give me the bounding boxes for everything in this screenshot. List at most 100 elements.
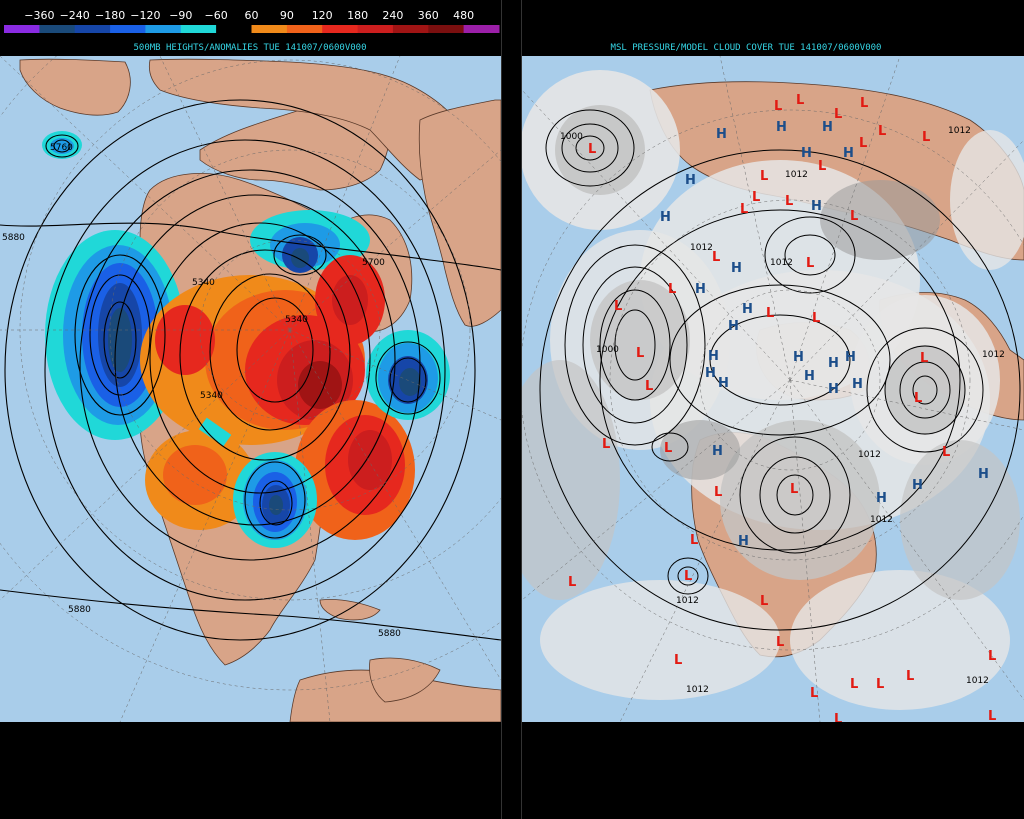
high-marker: H bbox=[811, 199, 822, 214]
high-marker: H bbox=[705, 366, 716, 381]
anomaly-blob-pacific-ridge bbox=[145, 430, 255, 530]
color-scale-tick: −90 bbox=[169, 9, 192, 22]
left-land-europe bbox=[418, 99, 501, 327]
low-marker: L bbox=[859, 136, 867, 151]
right-panel-title: MSL PRESSURE/MODEL CLOUD COVER TUE 14100… bbox=[611, 43, 882, 53]
low-marker: L bbox=[714, 485, 722, 500]
high-marker: H bbox=[731, 261, 742, 276]
low-marker: L bbox=[712, 250, 720, 265]
pressure-label-1000-north: 1000 bbox=[560, 132, 583, 142]
low-marker: L bbox=[690, 533, 698, 548]
color-scale-bins bbox=[4, 25, 500, 33]
low-marker: L bbox=[766, 306, 774, 321]
anomaly-blob-arctic-ridge bbox=[140, 255, 385, 445]
high-marker: H bbox=[708, 349, 719, 364]
color-scale-tick: −120 bbox=[130, 9, 160, 22]
color-scale-tick: −60 bbox=[204, 9, 227, 22]
high-marker: H bbox=[660, 210, 671, 225]
high-marker: H bbox=[843, 146, 854, 161]
color-scale-tick: 90 bbox=[280, 9, 294, 22]
high-pressure-markers: H H H H H H H H H H H H H H H H H H H H … bbox=[660, 120, 989, 549]
low-marker: L bbox=[636, 346, 644, 361]
high-marker: H bbox=[804, 369, 815, 384]
contour-label-5880-south: 5880 bbox=[68, 605, 91, 615]
high-marker: H bbox=[828, 382, 839, 397]
contour-label-5760: 5760 bbox=[50, 143, 73, 153]
color-scale-tick: −240 bbox=[60, 9, 90, 22]
low-marker: L bbox=[674, 653, 682, 668]
right-graticule bbox=[522, 56, 1024, 722]
color-scale-bin bbox=[110, 25, 146, 33]
low-marker: L bbox=[834, 107, 842, 122]
pressure-label-1012-siberia: 1012 bbox=[690, 243, 713, 253]
pressure-label-1012-center: 1012 bbox=[770, 258, 793, 268]
color-scale-bin bbox=[286, 25, 323, 33]
high-marker: H bbox=[738, 534, 749, 549]
high-marker: H bbox=[685, 173, 696, 188]
low-marker: L bbox=[602, 437, 610, 452]
color-scale-bin bbox=[216, 25, 252, 33]
anomaly-color-scale: −360 −240 −180 −120 −90 −60 60 90 120 180 240 360 48… bbox=[4, 9, 500, 33]
low-marker: L bbox=[614, 299, 622, 314]
low-marker: L bbox=[760, 169, 768, 184]
pressure-label-1012-northeast: 1012 bbox=[948, 126, 971, 136]
low-marker: L bbox=[812, 311, 820, 326]
low-marker: L bbox=[876, 677, 884, 692]
left-panel-title: 500MB HEIGHTS/ANOMALIES TUE 141007/0600V… bbox=[134, 43, 367, 53]
color-scale-bin bbox=[39, 25, 76, 33]
low-marker: L bbox=[760, 594, 768, 609]
low-marker: L bbox=[810, 686, 818, 701]
pressure-label-1012-pacific: 1012 bbox=[676, 596, 699, 606]
pressure-label-1012-south: 1012 bbox=[686, 685, 709, 695]
high-marker: H bbox=[828, 356, 839, 371]
low-marker: L bbox=[684, 569, 692, 584]
low-marker: L bbox=[752, 190, 760, 205]
color-scale-tick: 360 bbox=[418, 9, 439, 22]
low-marker: L bbox=[790, 482, 798, 497]
low-marker: L bbox=[914, 391, 922, 406]
low-marker: L bbox=[818, 159, 826, 174]
pressure-label-1012-arctic: 1012 bbox=[785, 170, 808, 180]
anomaly-blob-europe-trough bbox=[366, 330, 450, 420]
color-scale-tick: −180 bbox=[95, 9, 125, 22]
high-marker: H bbox=[852, 377, 863, 392]
left-land-africa-tip bbox=[369, 657, 441, 703]
low-marker: L bbox=[785, 194, 793, 209]
color-scale-tick: 60 bbox=[245, 9, 259, 22]
left-panel-map: 5760 5880 5340 5700 5340 5340 5880 5880 bbox=[0, 56, 501, 722]
high-marker: H bbox=[912, 478, 923, 493]
pressure-label-1012-far-southeast: 1012 bbox=[966, 676, 989, 686]
low-marker: L bbox=[806, 256, 814, 271]
pressure-label-1012-southeast: 1012 bbox=[858, 450, 881, 460]
color-scale-tick: −360 bbox=[24, 9, 54, 22]
color-scale-tick: 240 bbox=[382, 9, 403, 22]
high-marker: H bbox=[978, 467, 989, 482]
contour-label-5340-center: 5340 bbox=[285, 315, 308, 325]
low-marker: L bbox=[988, 709, 996, 724]
color-scale-bin bbox=[74, 25, 111, 33]
low-marker: L bbox=[860, 96, 868, 111]
high-marker: H bbox=[845, 350, 856, 365]
right-pressure-labels: 1000 1012 1012 1012 1012 1000 1012 1012 … bbox=[560, 126, 1005, 695]
low-marker: L bbox=[774, 99, 782, 114]
high-marker: H bbox=[801, 146, 812, 161]
high-marker: H bbox=[718, 376, 729, 391]
low-pressure-markers: L L L L L L L L L L L L L L L L L L L L … bbox=[568, 93, 996, 727]
color-scale-tick: 480 bbox=[453, 9, 474, 22]
contour-label-5880-southeast: 5880 bbox=[378, 629, 401, 639]
color-scale-bin bbox=[180, 25, 217, 33]
color-scale-bin bbox=[145, 25, 182, 33]
contour-label-5340-north: 5340 bbox=[192, 278, 215, 288]
low-marker: L bbox=[834, 712, 842, 727]
color-scale-tick-labels: −360 −240 −180 −120 −90 −60 60 90 120 180 240 360 48… bbox=[24, 9, 474, 22]
left-height-contours bbox=[0, 99, 501, 641]
low-marker: L bbox=[850, 677, 858, 692]
color-scale-bin bbox=[322, 25, 359, 33]
high-marker: H bbox=[876, 491, 887, 506]
anomaly-blob-siberia-trough bbox=[233, 452, 317, 548]
high-marker: H bbox=[822, 120, 833, 135]
low-marker: L bbox=[906, 669, 914, 684]
left-land-arctic-islands bbox=[199, 100, 390, 191]
color-scale-bin bbox=[357, 25, 394, 33]
low-marker: L bbox=[988, 649, 996, 664]
